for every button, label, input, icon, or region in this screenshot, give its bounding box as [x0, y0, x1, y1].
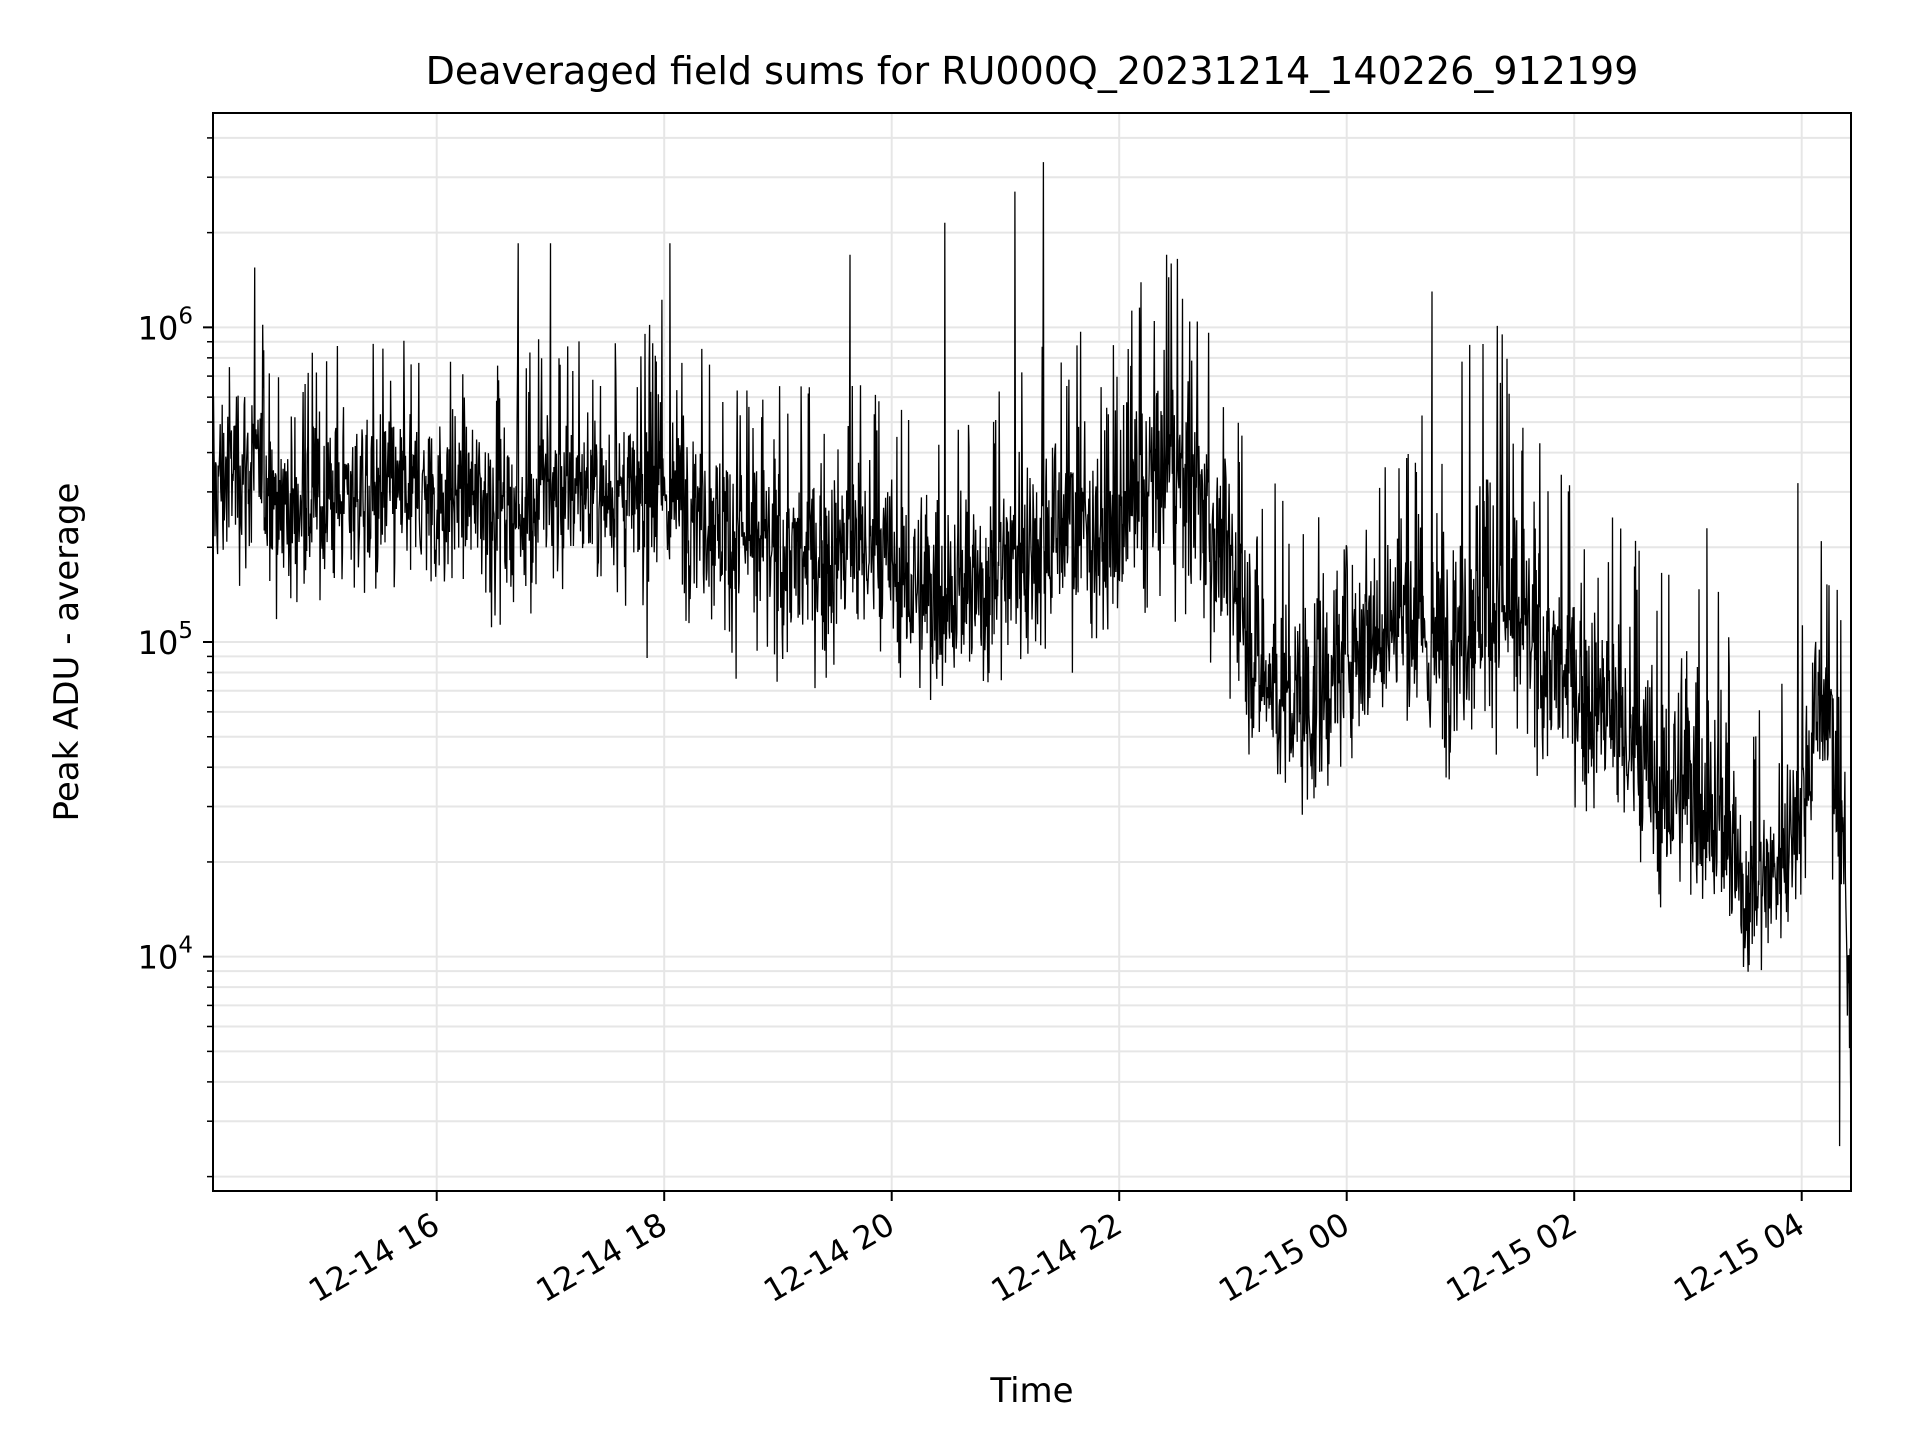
y-tick-label: 106	[138, 303, 193, 347]
series-line	[212, 162, 1852, 1147]
x-axis-label: Time	[989, 1371, 1073, 1411]
plot-frame	[212, 112, 1852, 1192]
chart-title: Deaveraged field sums for RU000Q_2023121…	[426, 49, 1639, 93]
y-tick-label: 104	[138, 933, 193, 977]
series-layer	[212, 162, 1852, 1147]
y-axis-label: Peak ADU - average	[47, 483, 87, 822]
y-tick-label: 105	[138, 618, 193, 662]
